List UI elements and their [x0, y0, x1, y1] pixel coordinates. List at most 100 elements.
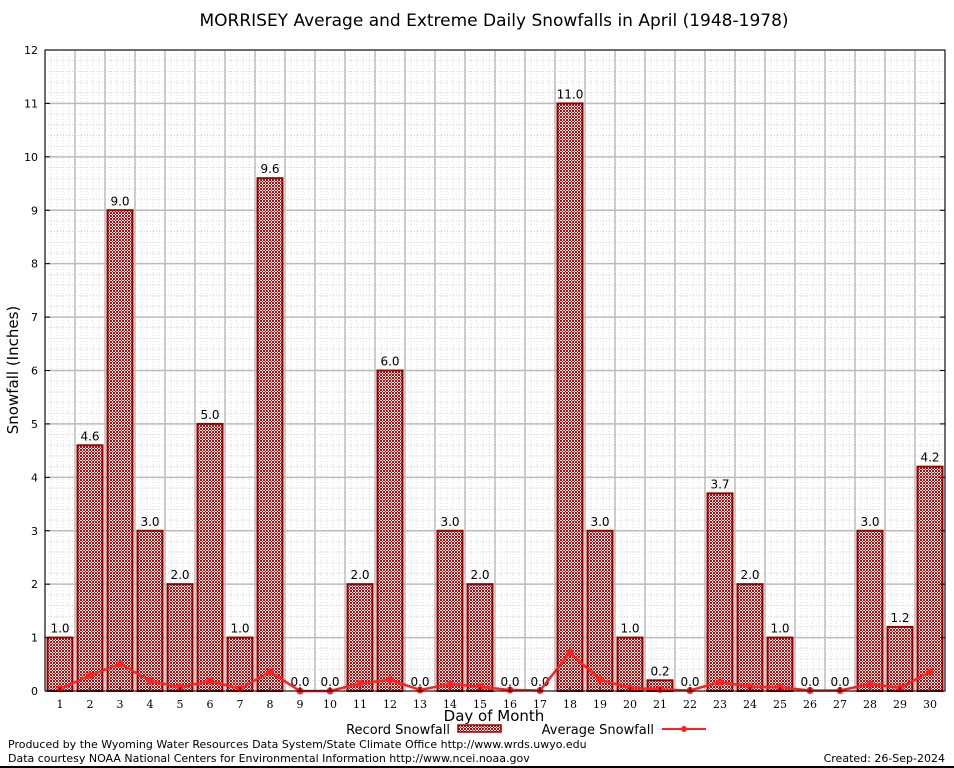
bar-data-label: 0.0	[680, 675, 699, 689]
x-tick-label: 2	[87, 698, 94, 711]
average-point	[566, 649, 574, 657]
bar-data-label: 3.0	[860, 515, 879, 529]
legend: Record Snowfall Average Snowfall	[346, 723, 706, 738]
average-point	[266, 668, 274, 676]
bar-data-label: 3.7	[710, 477, 729, 491]
average-point	[206, 677, 214, 685]
x-tick-label: 11	[353, 698, 367, 711]
bar-data-label: 0.0	[800, 675, 819, 689]
record-bar	[46, 636, 74, 692]
bar-data-label: 2.0	[470, 568, 489, 582]
y-tick-label: 5	[31, 418, 38, 431]
chart-title: MORRISEY Average and Extreme Daily Snowf…	[199, 11, 788, 31]
bar-data-label: 11.0	[557, 87, 584, 101]
bar-data-label: 9.6	[260, 162, 279, 176]
x-tick-label: 3	[117, 698, 124, 711]
x-tick-label: 27	[833, 698, 847, 711]
x-tick-label: 16	[503, 698, 517, 711]
record-bar	[166, 583, 194, 693]
average-point	[746, 683, 754, 691]
y-tick-label: 9	[31, 204, 38, 217]
legend-average-label: Average Snowfall	[542, 723, 654, 738]
x-tick-label: 17	[533, 698, 547, 711]
average-point	[86, 672, 94, 680]
x-tick-label: 12	[383, 698, 397, 711]
record-bar	[76, 444, 104, 692]
record-bar	[766, 636, 794, 692]
record-bar	[196, 422, 224, 692]
bar-data-label: 0.0	[830, 675, 849, 689]
record-bar	[856, 529, 884, 692]
record-bar	[586, 529, 614, 692]
bar-data-label: 4.6	[80, 429, 99, 443]
record-bar	[256, 177, 284, 692]
y-tick-label: 8	[31, 258, 38, 271]
created-date: Created: 26-Sep-2024	[823, 752, 945, 765]
x-tick-label: 8	[267, 698, 274, 711]
y-tick-label: 11	[24, 97, 38, 110]
x-tick-label: 5	[177, 698, 184, 711]
bar-data-label: 1.0	[230, 622, 249, 636]
average-point	[596, 676, 604, 684]
bar-data-label: 6.0	[380, 355, 399, 369]
x-tick-label: 20	[623, 698, 637, 711]
y-tick-label: 7	[31, 311, 38, 324]
bar-data-label: 2.0	[350, 568, 369, 582]
bar-data-label: 2.0	[170, 568, 189, 582]
x-tick-label: 14	[443, 698, 457, 711]
record-bar	[736, 583, 764, 693]
bar-data-label: 2.0	[740, 568, 759, 582]
average-point	[716, 678, 724, 686]
x-tick-label: 15	[473, 698, 487, 711]
legend-record-swatch	[457, 724, 502, 733]
bar-data-label: 0.0	[320, 675, 339, 689]
grid	[44, 49, 946, 692]
legend-average-marker	[681, 726, 687, 732]
record-bar	[436, 529, 464, 692]
bar-data-label: 0.0	[290, 675, 309, 689]
y-tick-label: 0	[31, 685, 38, 698]
x-tick-label: 9	[297, 698, 304, 711]
record-bar	[916, 465, 944, 692]
average-point	[446, 680, 454, 688]
y-tick-label: 1	[31, 632, 38, 645]
bar-data-label: 4.2	[920, 451, 939, 465]
average-point	[926, 668, 934, 676]
x-axis-label: Day of Month	[444, 707, 545, 725]
bar-data-label: 3.0	[140, 515, 159, 529]
bar-data-label: 0.0	[410, 675, 429, 689]
bars: 1.0 4.6 9.0 3.0 2.0 5.0 1.0 9.6 0.0 0.0 2.0 6.0 0.0 3…	[46, 87, 944, 693]
x-tick-label: 19	[593, 698, 607, 711]
x-tick-label: 25	[773, 698, 787, 711]
record-bar	[346, 583, 374, 693]
bar-data-label: 0.0	[500, 675, 519, 689]
bar-data-label: 3.0	[590, 515, 609, 529]
bar-data-label: 3.0	[440, 515, 459, 529]
x-tick-label: 4	[147, 698, 154, 711]
x-tick-label: 1	[57, 698, 64, 711]
bar-data-label: 9.0	[110, 194, 129, 208]
x-tick-label: 6	[207, 698, 214, 711]
produced-by-text: Produced by the Wyoming Water Resources …	[8, 738, 587, 751]
bar-data-label: 5.0	[200, 408, 219, 422]
x-tick-label: 28	[863, 698, 877, 711]
y-tick-label: 4	[31, 471, 38, 484]
record-bar	[886, 625, 914, 693]
record-bar	[136, 529, 164, 692]
y-tick-label: 12	[24, 44, 38, 57]
average-point	[866, 680, 874, 688]
y-tick-label: 10	[24, 151, 38, 164]
x-tick-label: 29	[893, 698, 907, 711]
y-tick-label: 3	[31, 525, 38, 538]
record-bar	[466, 583, 494, 693]
bar-data-label: 1.0	[620, 622, 639, 636]
average-polyline	[59, 650, 931, 693]
legend-record-label: Record Snowfall	[346, 723, 450, 738]
x-tick-label: 26	[803, 698, 817, 711]
x-tick-label: 7	[237, 698, 244, 711]
record-bar	[106, 209, 134, 692]
bar-data-label: 1.0	[770, 622, 789, 636]
y-axis-label: Snowfall (Inches)	[4, 306, 22, 434]
y-tick-label: 2	[31, 578, 38, 591]
